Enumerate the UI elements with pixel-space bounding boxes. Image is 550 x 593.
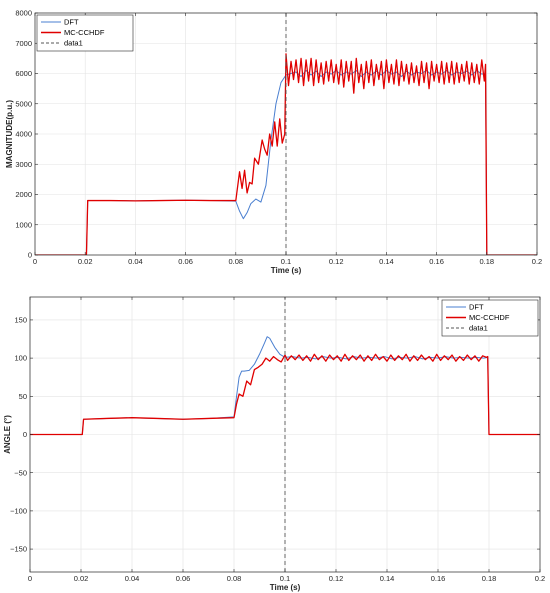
x-tick-label: 0.14	[380, 574, 395, 583]
x-tick-label: 0	[33, 257, 37, 266]
y-tick-label: 8000	[15, 9, 32, 18]
plot-1: 0 0.02 0.04 0.06 0.08 0.1 0.12 0.14 0.16 0.18 0.2 0…	[5, 9, 542, 275]
y-tick-label: 150	[14, 316, 27, 325]
x-tick-label: 0.06	[176, 574, 191, 583]
y-tick-label: −50	[14, 468, 27, 477]
y-axis-label: MAGNITUDE(p.u.)	[5, 100, 14, 168]
legend-label-dft: DFT	[469, 303, 484, 312]
x-tick-label: 0.16	[431, 574, 446, 583]
y-tick-label: 0	[23, 430, 27, 439]
y-tick-label: 6000	[15, 69, 32, 78]
x-tick-label: 0.18	[482, 574, 497, 583]
legend-label-dft: DFT	[64, 18, 79, 27]
y-tick-label: 7000	[15, 39, 32, 48]
x-tick-label: 0.12	[329, 257, 344, 266]
y-tick-label: 1000	[15, 220, 32, 229]
y-tick-label: 5000	[15, 99, 32, 108]
y-tick-label: 3000	[15, 160, 32, 169]
legend-label-data1: data1	[469, 324, 488, 333]
y-tick-label: 4000	[15, 130, 32, 139]
legend-label-mc-cchdf: MC-CCHDF	[64, 28, 105, 37]
x-tick-label: 0.04	[128, 257, 143, 266]
x-tick-label: 0.12	[329, 574, 344, 583]
series-line-mc-cchdf	[35, 53, 537, 255]
y-tick-label: −150	[10, 545, 27, 554]
x-axis-label: Time (s)	[271, 266, 302, 275]
x-tick-label: 0.08	[227, 574, 242, 583]
y-tick-label: 0	[28, 251, 32, 260]
y-tick-label: 50	[19, 392, 27, 401]
x-tick-label: 0.1	[280, 574, 290, 583]
x-tick-label: 0.1	[281, 257, 291, 266]
y-tick-label: −100	[10, 506, 27, 515]
y-axis-label: ANGLE (°)	[3, 415, 12, 454]
y-tick-label: 2000	[15, 190, 32, 199]
x-tick-label: 0.14	[379, 257, 394, 266]
y-tick-label: 100	[14, 354, 27, 363]
legend-label-mc-cchdf: MC-CCHDF	[469, 313, 510, 322]
x-tick-label: 0.08	[228, 257, 243, 266]
legend-label-data1: data1	[64, 39, 83, 48]
series-line-mc-cchdf	[30, 353, 540, 436]
x-tick-label: 0.02	[74, 574, 89, 583]
x-tick-label: 0.18	[479, 257, 494, 266]
plot-2: 0 0.02 0.04 0.06 0.08 0.1 0.12 0.14 0.16 0.18 0.2 −…	[3, 296, 545, 592]
x-tick-label: 0	[28, 574, 32, 583]
x-tick-label: 0.2	[532, 257, 542, 266]
x-tick-label: 0.2	[535, 574, 545, 583]
x-tick-label: 0.02	[78, 257, 93, 266]
x-tick-label: 0.04	[125, 574, 140, 583]
x-tick-label: 0.16	[429, 257, 444, 266]
x-tick-label: 0.06	[178, 257, 193, 266]
x-axis-label: Time (s)	[270, 583, 301, 592]
